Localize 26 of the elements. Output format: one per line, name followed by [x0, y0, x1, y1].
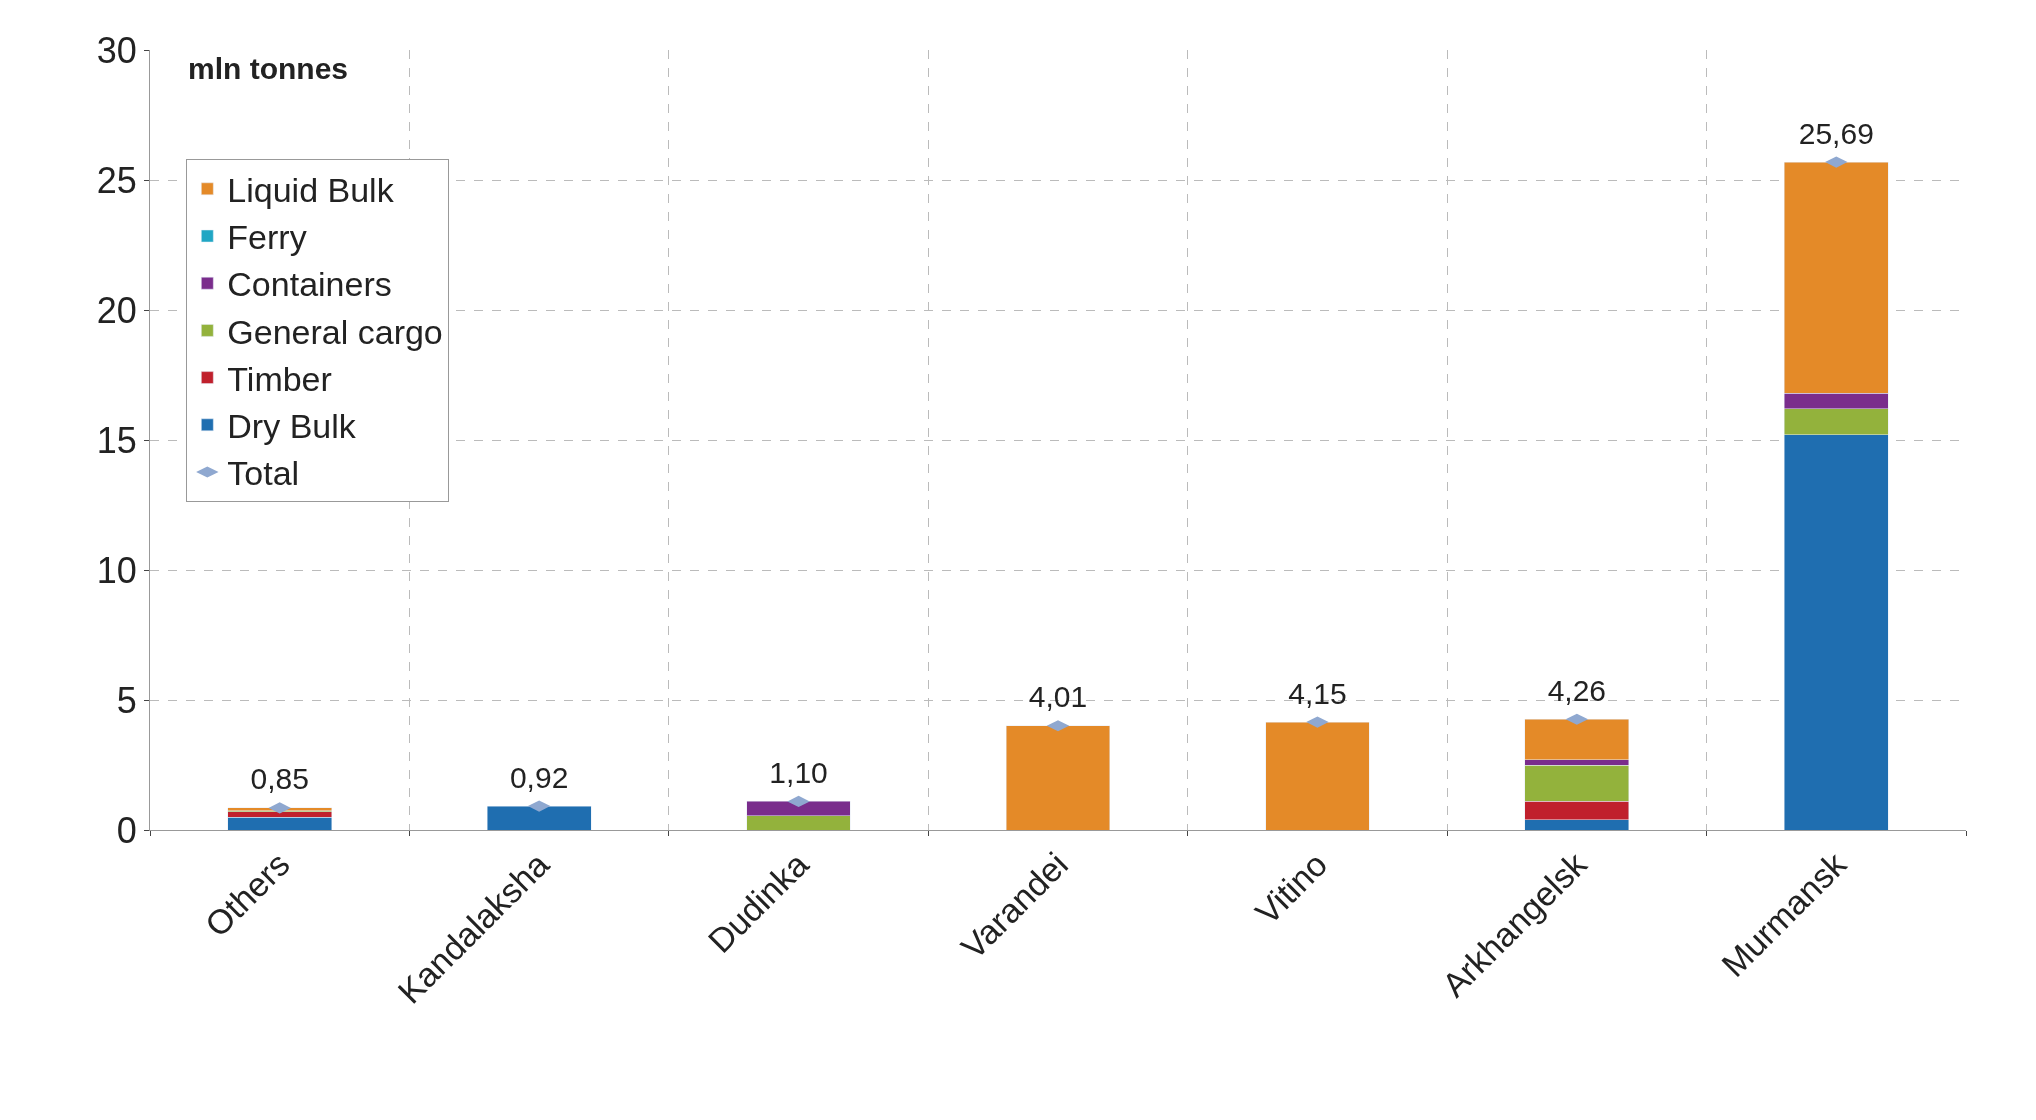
data-label: 0,92 [509, 760, 569, 794]
legend-label: Containers [227, 265, 392, 304]
bar [1005, 725, 1111, 830]
bar [1265, 721, 1370, 830]
bar [227, 816, 332, 830]
data-label: 4,26 [1547, 673, 1607, 707]
legend-label: Total [227, 454, 300, 493]
y-tick-label: 10 [96, 549, 137, 591]
legend-label: Timber [227, 359, 332, 398]
data-label: 4,15 [1288, 676, 1347, 710]
data-label: 1,10 [769, 755, 828, 789]
legend-label: Dry Bulk [227, 407, 357, 446]
legend-label: Ferry [227, 218, 307, 257]
y-tick-label: 15 [96, 419, 137, 461]
y-tick-label: 5 [116, 679, 137, 721]
y-axis-title: mln tonnes [188, 52, 349, 85]
legend-label: Liquid Bulk [227, 171, 395, 210]
y-tick-label: 25 [96, 159, 137, 201]
data-label: 0,85 [250, 762, 309, 796]
y-tick-label: 30 [96, 29, 137, 71]
legend-label: General cargo [227, 312, 443, 351]
y-tick-label: 0 [116, 809, 137, 851]
data-label: 25,69 [1798, 116, 1874, 150]
y-tick-label: 20 [96, 289, 137, 331]
bar [487, 805, 592, 830]
data-label: 4,01 [1028, 680, 1088, 714]
